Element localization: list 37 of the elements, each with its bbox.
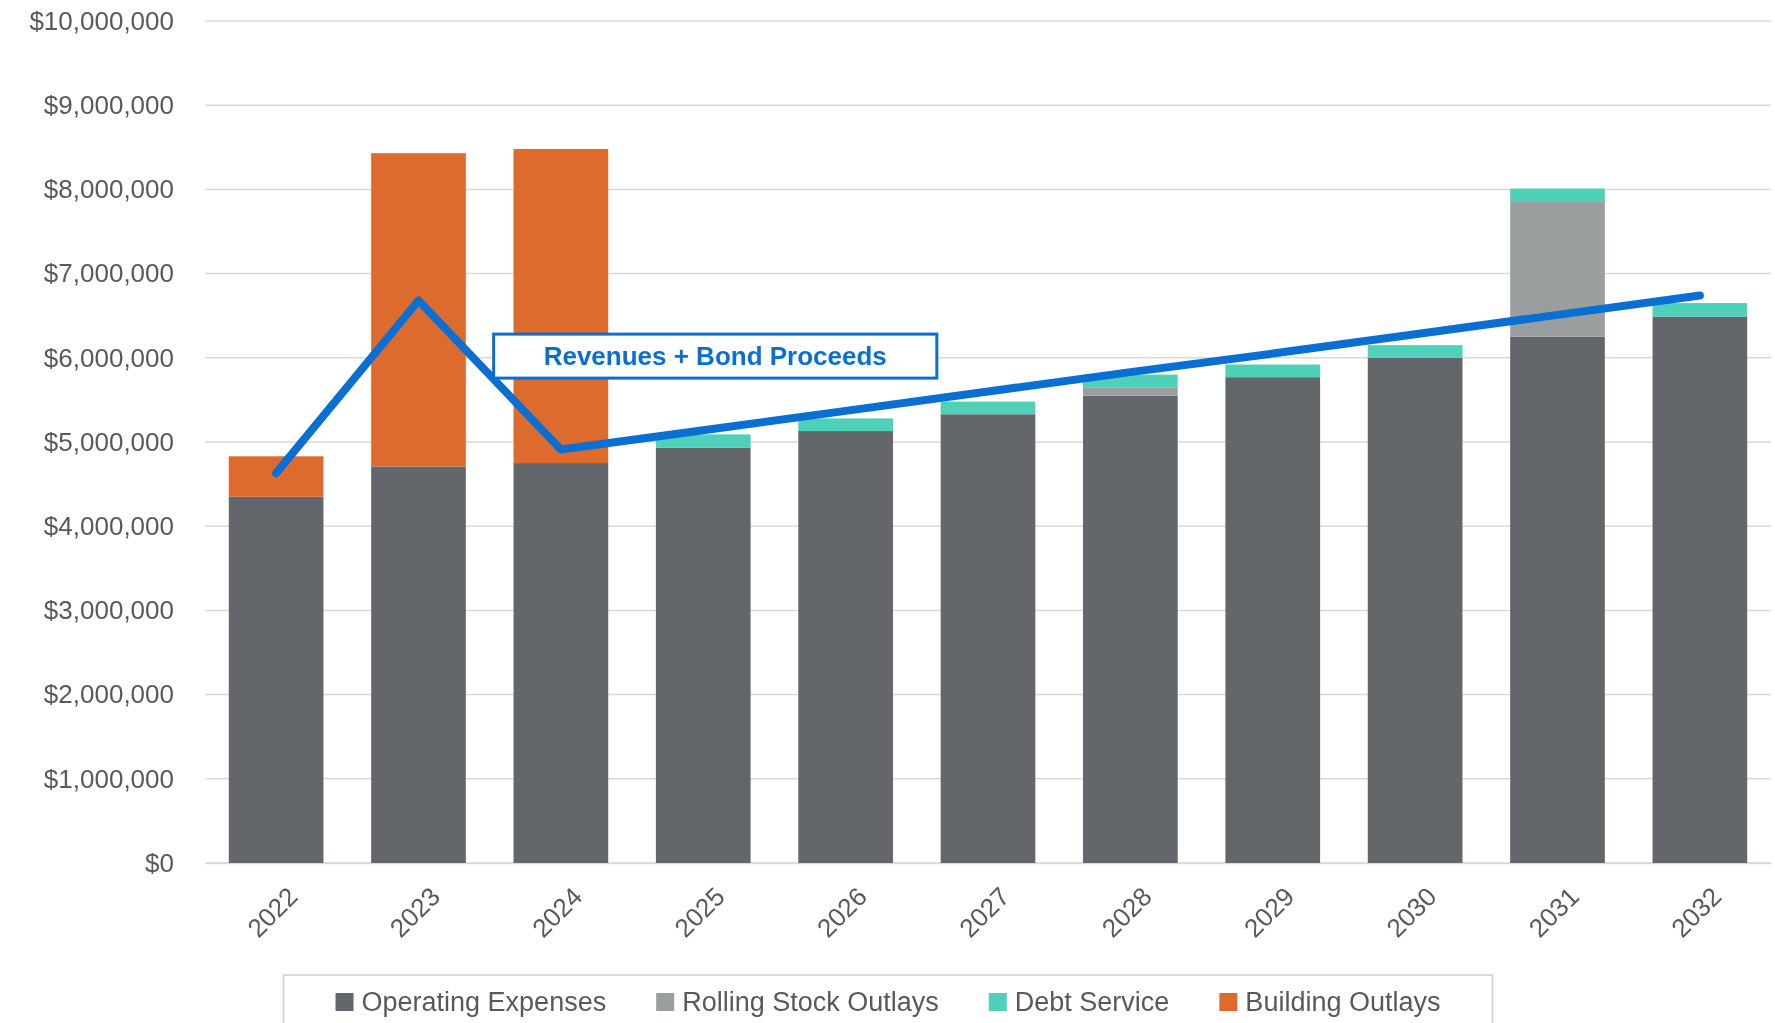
bar [655, 447, 751, 863]
y-tick-label: $10,000,000 [29, 5, 174, 36]
y-tick-label: $3,000,000 [43, 595, 174, 626]
legend-label: Building Outlays [1245, 987, 1441, 1017]
bar [228, 456, 324, 497]
bar [798, 431, 893, 863]
y-tick-label: $8,000,000 [43, 174, 174, 205]
bar [1652, 316, 1748, 863]
bar [1083, 387, 1178, 396]
y-tick-label: $0 [145, 847, 174, 878]
bar [1367, 357, 1463, 863]
bar [1510, 201, 1605, 337]
bar [1510, 188, 1605, 202]
legend-label: Debt Service [1014, 987, 1170, 1017]
y-tick-label: $1,000,000 [43, 763, 174, 794]
bar [1652, 303, 1748, 317]
bar [228, 496, 324, 863]
legend-label: Rolling Stock Outlays [682, 987, 939, 1017]
y-tick-label: $5,000,000 [43, 426, 174, 457]
y-tick-label: $4,000,000 [43, 511, 174, 542]
bar [940, 414, 1036, 863]
bar [513, 463, 609, 863]
bar [1510, 336, 1605, 863]
y-tick-label: $9,000,000 [43, 90, 174, 121]
y-tick-label: $6,000,000 [43, 342, 174, 373]
legend-label: Operating Expenses [361, 987, 607, 1017]
bar [371, 466, 466, 863]
y-tick-label: $7,000,000 [43, 258, 174, 289]
bar [798, 418, 893, 432]
y-tick-label: $2,000,000 [43, 679, 174, 710]
bar [1367, 345, 1463, 358]
bar [1225, 377, 1321, 863]
bar [940, 401, 1036, 415]
series-label: Revenues + Bond Proceeds [543, 341, 887, 372]
bar [1083, 395, 1178, 863]
bar [1225, 364, 1321, 378]
bar [371, 153, 466, 467]
